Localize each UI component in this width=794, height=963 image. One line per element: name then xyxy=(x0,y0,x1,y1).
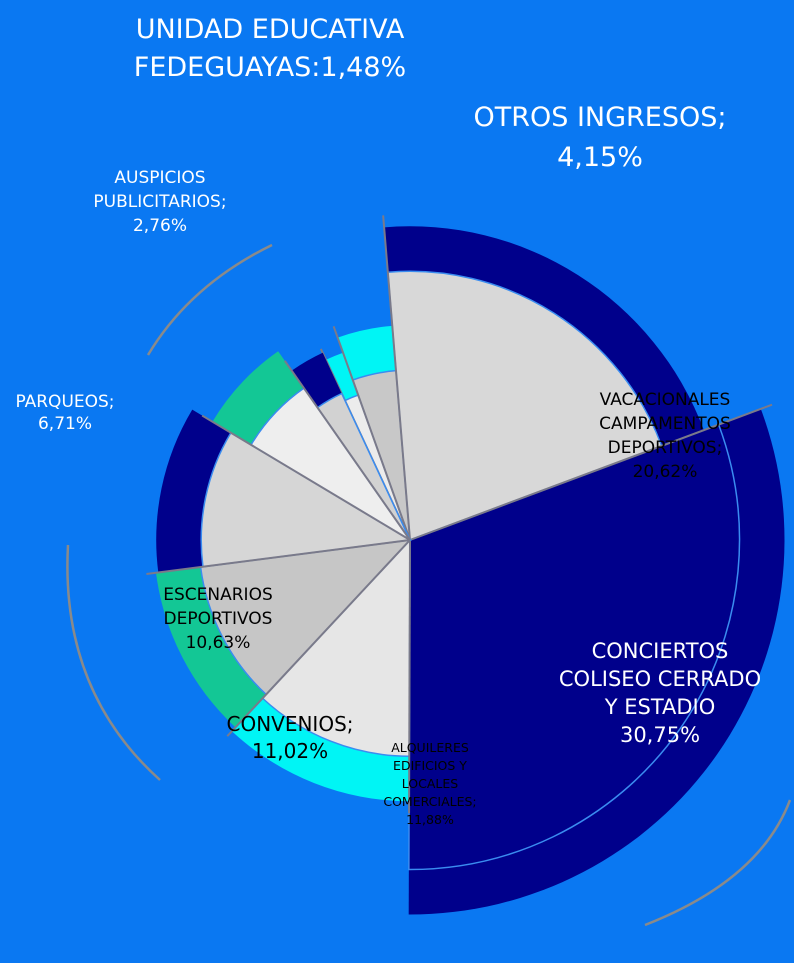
label-line: DEPORTIVOS xyxy=(164,609,273,629)
label-line: COLISEO CERRADO xyxy=(559,667,761,691)
slice-label: UNIDAD EDUCATIVA FEDEGUAYAS:1,48% xyxy=(134,14,406,83)
slice-label: CONCIERTOS COLISEO CERRADO Y ESTADIO 30,75% xyxy=(559,639,761,747)
value-label: 2,76% xyxy=(133,216,187,236)
wedge xyxy=(387,270,663,542)
slice-label: AUSPICIOS PUBLICITARIOS; 2,76% xyxy=(93,168,226,236)
label-line: FEDEGUAYAS: xyxy=(134,52,321,83)
label-line: CAMPAMENTOS xyxy=(599,414,731,434)
wedge xyxy=(261,538,411,758)
label-line: PARQUEOS; xyxy=(15,392,114,412)
value-label: 20,62% xyxy=(633,462,698,482)
label-line: EDIFICIOS Y xyxy=(393,758,467,773)
value-label: 11,02% xyxy=(252,739,328,763)
separator xyxy=(408,539,411,814)
label-line: OTROS INGRESOS; xyxy=(473,102,726,133)
value-label: 30,75% xyxy=(620,723,700,747)
slice-label: PARQUEOS; 6,71% xyxy=(15,392,114,434)
slice-label: VACACIONALES CAMPAMENTOS DEPORTIVOS; 20,62% xyxy=(599,390,731,482)
slice-label: ALQUILERES EDIFICIOS Y LOCALES COMERCIALES;… xyxy=(383,740,476,827)
separator xyxy=(409,403,773,541)
arrow xyxy=(644,799,792,927)
separator xyxy=(146,539,411,576)
label-line: AUSPICIOS xyxy=(114,168,205,188)
arrows xyxy=(66,243,792,927)
label-line: COMERCIALES; xyxy=(383,794,476,809)
wedge xyxy=(408,423,741,871)
label-line: CONCIERTOS xyxy=(592,639,729,663)
wedge xyxy=(199,538,412,696)
value-label: 6,71% xyxy=(38,414,92,434)
label-line: VACACIONALES xyxy=(600,390,731,410)
label-line: PUBLICITARIOS; xyxy=(93,192,226,212)
value-label: 11,88% xyxy=(406,812,454,827)
value-label: 1,48% xyxy=(320,52,406,83)
label-line: CONVENIOS; xyxy=(226,712,353,736)
value-label: 4,15% xyxy=(557,142,643,173)
slice-label: ESCENARIOS DEPORTIVOS 10,63% xyxy=(163,585,273,653)
label-line: DEPORTIVOS; xyxy=(608,438,723,458)
label-line: LOCALES xyxy=(402,776,458,791)
slice-label: CONVENIOS; 11,02% xyxy=(226,712,353,763)
label-line: ALQUILERES xyxy=(391,740,469,755)
separator xyxy=(332,326,411,541)
separator xyxy=(284,360,411,541)
separator xyxy=(201,414,411,541)
label-line: UNIDAD EDUCATIVA xyxy=(136,14,405,45)
arrow xyxy=(146,243,273,356)
label-line: ESCENARIOS xyxy=(163,585,273,605)
separator xyxy=(382,215,411,541)
slice-label: OTROS INGRESOS; 4,15% xyxy=(473,102,726,173)
value-label: 10,63% xyxy=(186,633,251,653)
wedge xyxy=(200,431,413,568)
labels: UNIDAD EDUCATIVA FEDEGUAYAS:1,48% OTROS IN… xyxy=(15,14,761,827)
arrow xyxy=(66,544,161,781)
label-line: Y ESTADIO xyxy=(604,695,716,719)
wedges xyxy=(146,215,785,915)
separator xyxy=(226,539,411,737)
